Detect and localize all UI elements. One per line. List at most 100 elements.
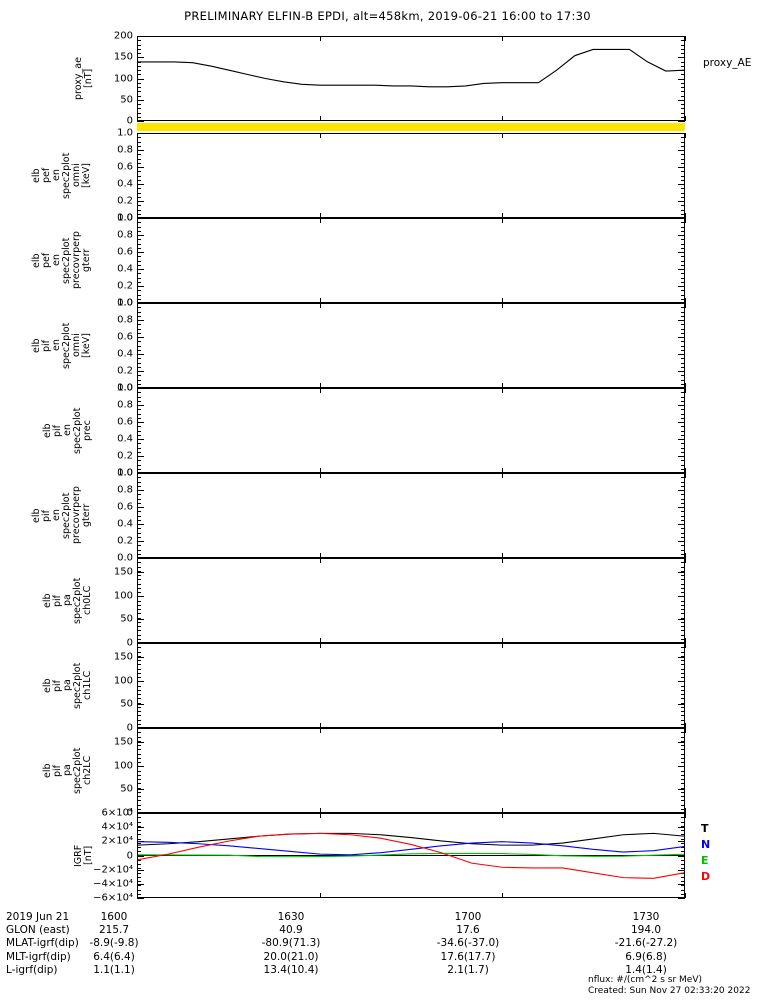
xtick-mark: [685, 116, 686, 121]
ytick-pef-en-omni: 0.6: [117, 161, 133, 173]
ytick-minor: [137, 766, 141, 768]
ytick-minor: [137, 579, 141, 581]
ytick-minor: [137, 515, 141, 517]
ytick-minor: [681, 626, 685, 627]
ytick-minor: [681, 519, 685, 521]
panel-pif-pa-ch1lc: [137, 643, 685, 728]
ytick-minor: [681, 719, 685, 721]
xtick-mark: [137, 808, 138, 813]
ytick-minor: [137, 634, 141, 636]
ytick-minor: [137, 290, 141, 292]
ytick-minor: [681, 511, 685, 513]
ytick-minor: [681, 796, 685, 797]
ytick-minor: [137, 524, 141, 525]
ytick-minor: [681, 430, 685, 432]
ytick-minor: [681, 515, 685, 517]
ytick-minor: [137, 439, 141, 440]
ytick-minor: [137, 600, 141, 602]
chart-proxy-ae: [138, 48, 684, 88]
ytick-minor: [137, 243, 141, 245]
ytick-minor: [681, 672, 685, 674]
ytick-minor: [137, 774, 141, 776]
ytick-minor: [681, 48, 685, 50]
panel-pif-en-precovrperp-gterr: [137, 473, 685, 558]
ytick-minor: [137, 108, 141, 110]
ytick-minor: [681, 804, 685, 806]
ytick-minor: [681, 328, 685, 330]
xtick-mark: [685, 468, 686, 473]
ytick-pef-en-precovrperp-gterr: 0.2: [117, 280, 133, 292]
ytick-mark: [678, 572, 685, 574]
xtick-mark: [502, 473, 504, 478]
ytick-minor: [137, 575, 141, 576]
footer-date-row: 2019 Jun 21 1600 1630 1700 1730: [6, 911, 775, 924]
footer-cell: 1600: [100, 911, 128, 923]
ytick-minor: [137, 651, 141, 653]
status-bar: [137, 123, 685, 131]
ytick-minor: [137, 719, 141, 721]
xtick-mark: [319, 723, 321, 728]
xtick-mark: [685, 723, 686, 728]
xtick-mark: [137, 298, 138, 303]
ytick-minor: [137, 830, 141, 831]
ytick-minor: [681, 158, 685, 160]
xtick-mark: [319, 553, 321, 558]
ytick-minor: [137, 167, 141, 168]
ytick-minor: [137, 604, 141, 606]
xtick-mark: [685, 638, 686, 643]
ytick-minor: [137, 82, 141, 84]
ytick-minor: [137, 358, 141, 360]
footer-cell: 40.9: [279, 924, 303, 937]
ytick-minor: [681, 711, 685, 712]
ytick-minor: [137, 507, 141, 508]
ytick-minor: [137, 664, 141, 666]
ytick-minor: [681, 277, 685, 279]
ytick-minor: [137, 519, 141, 521]
ytick-minor: [137, 736, 141, 738]
ytick-minor: [681, 112, 685, 114]
ytick-minor: [681, 345, 685, 347]
ytick-minor: [137, 57, 141, 59]
ytick-minor: [137, 617, 141, 619]
ytick-minor: [137, 898, 141, 899]
footer-cell: 20.0(21.0): [263, 950, 319, 963]
ytick-mark: [137, 742, 144, 744]
ytick-minor: [137, 825, 141, 827]
ytick-minor: [681, 604, 685, 606]
ytick-minor: [137, 226, 141, 228]
ytick-minor: [137, 179, 141, 181]
ytick-minor: [137, 426, 141, 428]
ytick-igrf: 4×10⁴: [101, 821, 133, 833]
ytick-minor: [137, 553, 141, 555]
ytick-minor: [137, 834, 141, 836]
xtick-mark: [319, 303, 321, 308]
ytick-minor: [681, 498, 685, 500]
xtick-mark: [502, 558, 504, 563]
ytick-minor: [137, 791, 141, 793]
xtick-mark: [502, 643, 504, 648]
xtick-mark: [502, 303, 504, 308]
ytick-pif-en-prec: 0.4: [117, 433, 133, 445]
ytick-minor: [681, 541, 685, 542]
xtick-mark: [685, 213, 686, 218]
ytick-minor: [681, 371, 685, 372]
xtick-mark: [319, 728, 321, 733]
footer-cell: 1630: [277, 911, 305, 923]
ytick-minor: [681, 532, 685, 534]
xtick-mark: [685, 473, 686, 478]
ytick-minor: [681, 133, 685, 134]
ytick-pif-en-prec: 1.0: [117, 382, 133, 394]
xtick-mark: [685, 558, 686, 563]
xtick-mark: [685, 643, 686, 648]
ytick-minor: [137, 121, 141, 122]
ytick-pif-en-prec: 0.0: [117, 467, 133, 479]
ytick-minor: [137, 757, 141, 759]
series-N: [138, 841, 684, 856]
ytick-minor: [137, 762, 141, 763]
ytick-pif-pa-ch0lc: 50: [120, 613, 133, 625]
ytick-minor: [681, 74, 685, 76]
xtick-mark: [319, 133, 321, 138]
ytick-minor: [681, 889, 685, 891]
ytick-minor: [681, 82, 685, 84]
ytick-minor: [137, 337, 141, 338]
